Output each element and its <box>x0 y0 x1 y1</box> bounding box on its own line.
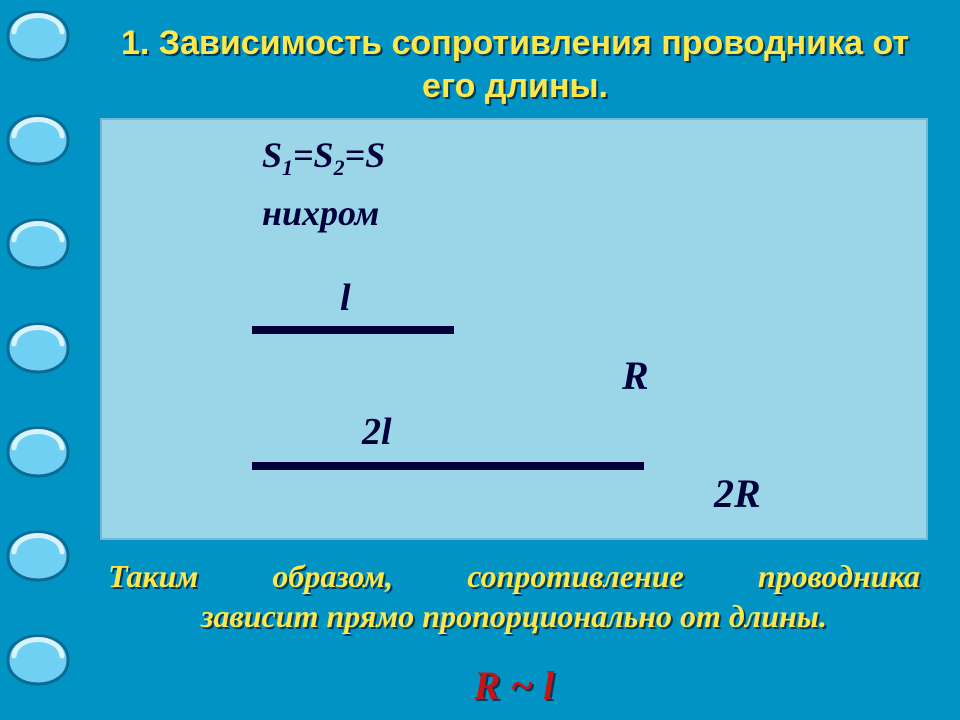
wire2-length-label: 2l <box>362 410 392 454</box>
caption-word: образом, <box>272 556 393 596</box>
wire1 <box>252 326 454 334</box>
slide-root: 1. Зависимость сопротивления проводника … <box>0 0 960 720</box>
proportion: R ~ l <box>100 662 928 709</box>
wire1-length-label: l <box>340 276 351 320</box>
wire1-resistance: R <box>622 352 649 399</box>
caption-line2: зависит прямо пропорционально от длины. <box>100 596 928 636</box>
area-equation: S1=S2=S <box>262 134 385 181</box>
wire2-resistance: 2R <box>714 470 761 517</box>
content-panel: S1=S2=S нихром l R 2l 2R <box>100 118 928 540</box>
wire2 <box>252 462 644 470</box>
caption-word: сопротивление <box>467 556 684 596</box>
caption-word: Таким <box>108 556 198 596</box>
slide-title: 1. Зависимость сопротивления проводника … <box>100 22 930 107</box>
caption-word: проводника <box>758 556 920 596</box>
material-label: нихром <box>262 192 379 234</box>
caption: Таким образом, сопротивление проводника … <box>100 556 928 636</box>
spiral-binder <box>0 0 76 720</box>
